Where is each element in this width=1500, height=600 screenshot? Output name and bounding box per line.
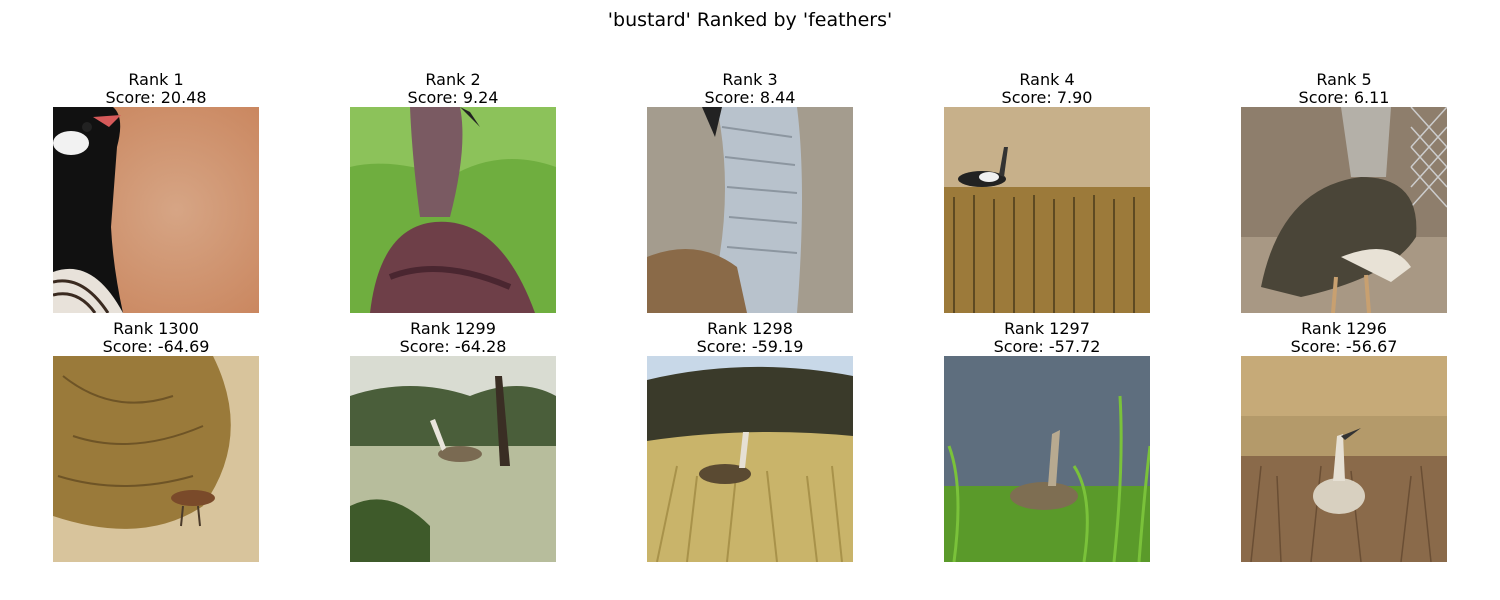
thumbnail-image bbox=[1241, 356, 1447, 562]
bottom-cell-2: Rank 1299 Score: -64.28 bbox=[350, 320, 556, 562]
score-label: Score: -59.19 bbox=[696, 337, 804, 356]
thumbnail-image bbox=[647, 356, 853, 562]
score-label: Score: 7.90 bbox=[1001, 88, 1093, 107]
thumbnail-image bbox=[944, 356, 1150, 562]
score-label: Score: -57.72 bbox=[993, 337, 1101, 356]
score-label: Score: -64.69 bbox=[102, 337, 210, 356]
thumbnail-image bbox=[1241, 107, 1447, 313]
thumbnail-image bbox=[53, 356, 259, 562]
thumbnail-image bbox=[350, 356, 556, 562]
rank-label: Rank 1300 bbox=[113, 319, 199, 338]
bottom-cell-1: Rank 1300 Score: -64.69 bbox=[53, 320, 259, 562]
bottom-cell-3: Rank 1298 Score: -59.19 bbox=[647, 320, 853, 562]
score-label: Score: 8.44 bbox=[704, 88, 796, 107]
score-label: Score: 20.48 bbox=[105, 88, 207, 107]
top-cell-1: Rank 1 Score: 20.48 bbox=[53, 71, 259, 313]
bottom-cell-5: Rank 1296 Score: -56.67 bbox=[1241, 320, 1447, 562]
bottom-cell-4: Rank 1297 Score: -57.72 bbox=[944, 320, 1150, 562]
rank-label: Rank 5 bbox=[1316, 70, 1372, 89]
score-label: Score: 6.11 bbox=[1298, 88, 1390, 107]
rank-label: Rank 1298 bbox=[707, 319, 793, 338]
score-label: Score: -56.67 bbox=[1290, 337, 1398, 356]
top-cell-2: Rank 2 Score: 9.24 bbox=[350, 71, 556, 313]
thumbnail-image bbox=[350, 107, 556, 313]
rank-label: Rank 1299 bbox=[410, 319, 496, 338]
rank-label: Rank 1297 bbox=[1004, 319, 1090, 338]
top-cell-5: Rank 5 Score: 6.11 bbox=[1241, 71, 1447, 313]
score-label: Score: -64.28 bbox=[399, 337, 507, 356]
thumbnail-image bbox=[53, 107, 259, 313]
thumbnail-image bbox=[647, 107, 853, 313]
rank-label: Rank 2 bbox=[425, 70, 481, 89]
score-label: Score: 9.24 bbox=[407, 88, 499, 107]
top-cell-4: Rank 4 Score: 7.90 bbox=[944, 71, 1150, 313]
top-cell-3: Rank 3 Score: 8.44 bbox=[647, 71, 853, 313]
figure-title: 'bustard' Ranked by 'feathers' bbox=[607, 9, 893, 31]
rank-label: Rank 1296 bbox=[1301, 319, 1387, 338]
thumbnail-image bbox=[944, 107, 1150, 313]
rank-label: Rank 4 bbox=[1019, 70, 1075, 89]
rank-label: Rank 3 bbox=[722, 70, 778, 89]
rank-label: Rank 1 bbox=[128, 70, 184, 89]
